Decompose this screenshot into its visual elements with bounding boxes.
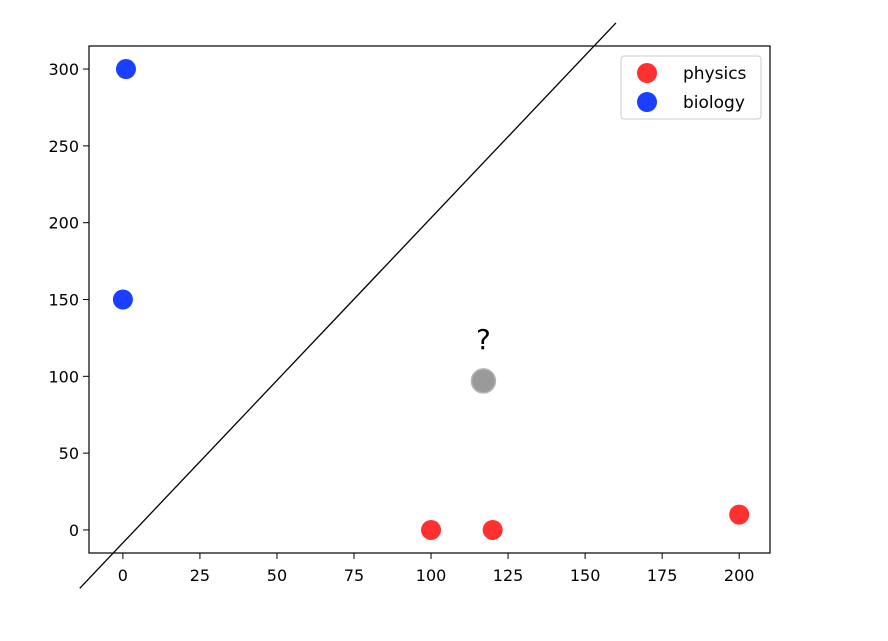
unknown-point [470,368,497,394]
y-axis-ticks: 0 50 100 150 200 250 300 [48,60,89,540]
x-tick-label: 150 [570,566,601,585]
y-tick-label: 250 [48,137,79,156]
unknown-point-label: ? [476,323,491,356]
y-tick-label: 100 [48,367,79,386]
decision-boundary-line [79,22,617,589]
legend: physics biology [620,55,762,120]
legend-label-physics: physics [683,64,747,84]
x-tick-label: 175 [647,566,678,585]
legend-marker-physics [637,63,657,83]
x-tick-label: 75 [344,566,364,585]
x-tick-label: 50 [267,566,287,585]
annotation-layer: ? [476,323,491,356]
legend-label-biology: biology [683,93,745,113]
x-tick-label: 200 [724,566,755,585]
x-tick-label: 0 [118,566,128,585]
biology-point [112,289,133,310]
physics-point [729,504,750,525]
x-tick-label: 25 [190,566,210,585]
y-tick-label: 300 [48,60,79,79]
physics-point [421,519,442,540]
y-tick-label: 200 [48,214,79,233]
decision-line-layer [79,22,617,589]
y-tick-label: 0 [69,521,79,540]
x-axis-ticks: 0 25 50 75 100 125 150 175 200 [118,553,755,585]
x-tick-label: 100 [416,566,447,585]
x-tick-label: 125 [493,566,524,585]
y-tick-label: 50 [59,444,79,463]
biology-point [115,59,136,80]
legend-marker-biology [637,92,657,112]
y-tick-label: 150 [48,291,79,310]
data-points-layer [112,59,750,540]
physics-point [482,519,503,540]
